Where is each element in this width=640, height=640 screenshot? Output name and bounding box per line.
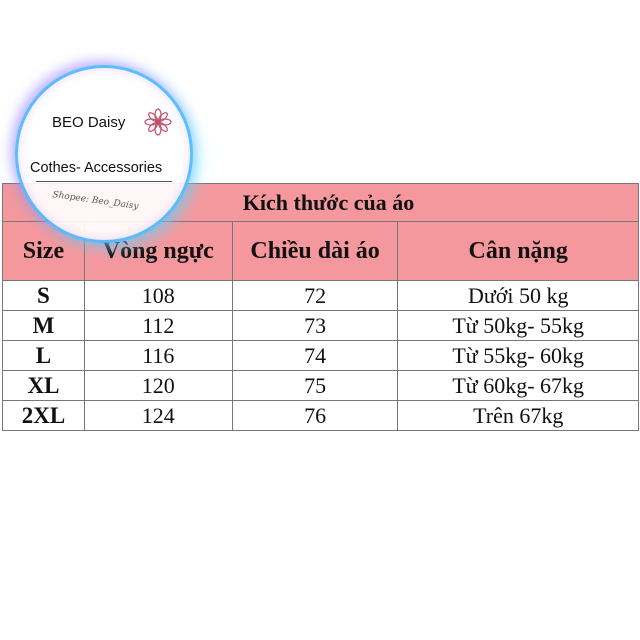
- length-cell: 75: [231, 370, 399, 401]
- chest-cell: 120: [83, 370, 233, 401]
- weight-cell: Trên 67kg: [397, 400, 639, 431]
- weight-cell: Từ 55kg- 60kg: [397, 340, 639, 371]
- length-cell: 72: [231, 280, 399, 311]
- weight-cell: Từ 60kg- 67kg: [397, 370, 639, 401]
- size-cell: L: [2, 340, 85, 371]
- size-cell: S: [2, 280, 85, 311]
- flower-icon: [144, 108, 172, 136]
- chest-cell: 112: [83, 310, 233, 341]
- chest-cell: 124: [83, 400, 233, 431]
- size-cell: XL: [2, 370, 85, 401]
- table-header-row: Size Vòng ngực Chiều dài áo Cân nặng: [2, 221, 639, 281]
- logo-subtitle: Cothes- Accessories: [30, 160, 163, 176]
- weight-cell: Từ 50kg- 55kg: [397, 310, 639, 341]
- table-row: L 116 74 Từ 55kg- 60kg: [2, 340, 639, 371]
- table-banner-text: Kích thước của áo: [242, 189, 415, 215]
- table-row: M 112 73 Từ 50kg- 55kg: [2, 310, 639, 341]
- table-row: 2XL 124 76 Trên 67kg: [2, 400, 639, 431]
- size-cell: 2XL: [2, 400, 85, 431]
- length-cell: 73: [231, 310, 399, 341]
- logo-divider: [36, 181, 172, 182]
- brand-logo: BEO Daisy Cothes- Accessories Shopee: Be…: [18, 68, 190, 240]
- logo-title: BEO Daisy: [52, 114, 126, 131]
- header-weight: Cân nặng: [397, 221, 639, 281]
- length-cell: 76: [231, 400, 399, 431]
- size-cell: M: [2, 310, 85, 341]
- length-cell: 74: [231, 340, 399, 371]
- table-row: S 108 72 Dưới 50 kg: [2, 280, 639, 311]
- weight-cell: Dưới 50 kg: [397, 280, 639, 311]
- chest-cell: 116: [83, 340, 233, 371]
- header-length: Chiều dài áo: [231, 221, 399, 281]
- logo-tagline: Shopee: Beo_Daisy: [51, 190, 139, 212]
- table-row: XL 120 75 Từ 60kg- 67kg: [2, 370, 639, 401]
- chest-cell: 108: [83, 280, 233, 311]
- header-chest: Vòng ngực: [83, 221, 233, 281]
